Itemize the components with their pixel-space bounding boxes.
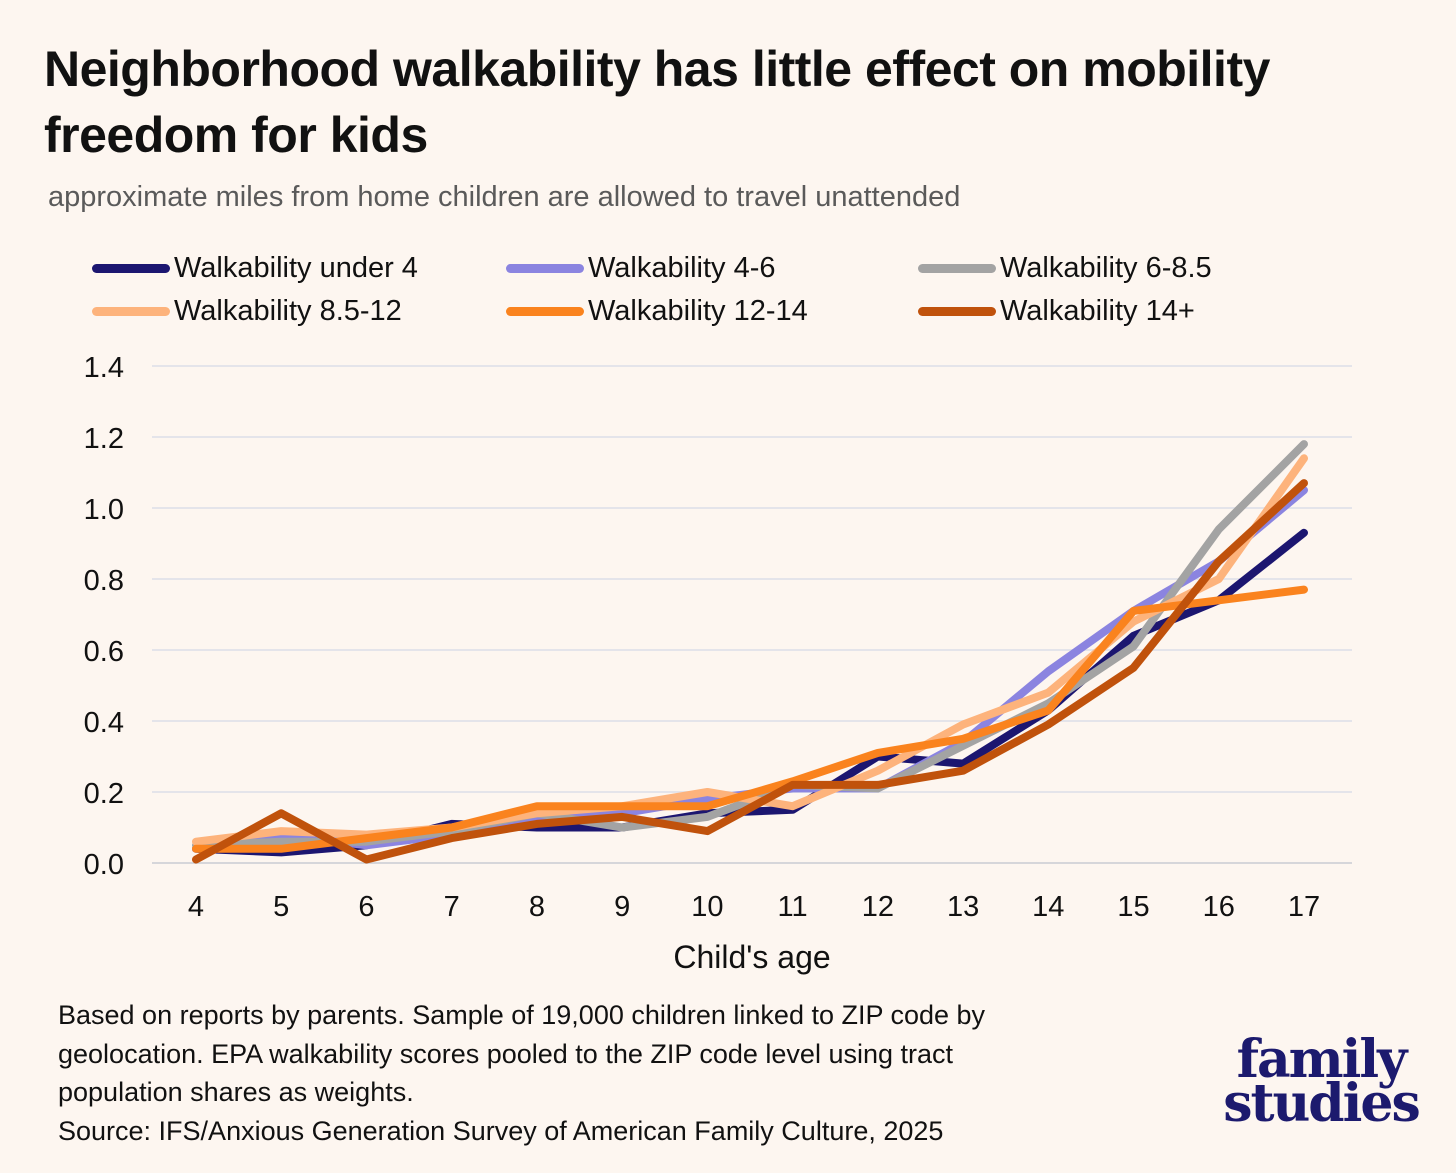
chart-legend: Walkability under 4 Walkability 4-6 Walkab… xyxy=(92,248,1422,338)
x-tick-label: 8 xyxy=(529,891,545,923)
x-tick-label: 15 xyxy=(1117,891,1149,923)
y-tick-label: 1.2 xyxy=(84,423,124,455)
series-line xyxy=(192,479,1308,864)
legend-item: Walkability under 4 xyxy=(92,248,418,288)
legend-item: Walkability 14+ xyxy=(918,291,1195,331)
y-tick-label: 0.6 xyxy=(84,636,124,668)
source-line: Source: IFS/Anxious Generation Survey of… xyxy=(58,1115,944,1146)
x-tick-label: 12 xyxy=(862,891,894,923)
x-tick-label: 10 xyxy=(691,891,723,923)
legend-label: Walkability 8.5-12 xyxy=(174,294,402,327)
legend-swatch xyxy=(92,306,170,316)
chart-footnote: Based on reports by parents. Sample of 1… xyxy=(58,996,1178,1150)
legend-item: Walkability 8.5-12 xyxy=(92,291,402,331)
y-tick-label: 0.8 xyxy=(84,565,124,597)
legend-swatch xyxy=(918,263,996,273)
logo-line: family xyxy=(1236,1029,1408,1090)
x-tick-label: 11 xyxy=(778,891,808,923)
x-tick-label: 13 xyxy=(947,891,979,923)
footnote-line: population shares as weights. xyxy=(58,1077,414,1107)
x-axis-ticks: 4 5 6 7 8 9 10 11 12 13 14 15 16 17 xyxy=(188,891,1320,923)
chart-subtitle: approximate miles from home children are… xyxy=(48,181,961,213)
y-tick-label: 1.4 xyxy=(84,352,124,384)
y-axis-ticks: 0.0 0.2 0.4 0.6 0.8 1.0 1.2 1.4 xyxy=(84,352,124,881)
legend-label: Walkability under 4 xyxy=(174,251,418,284)
legend-swatch xyxy=(506,306,584,316)
x-tick-label: 7 xyxy=(444,891,460,923)
legend-swatch xyxy=(918,306,996,316)
x-tick-label: 17 xyxy=(1288,891,1320,923)
y-gridlines xyxy=(152,365,1352,864)
series-line xyxy=(192,585,1308,853)
x-tick-label: 14 xyxy=(1032,891,1064,923)
x-tick-label: 4 xyxy=(188,891,204,923)
y-tick-label: 1.0 xyxy=(84,494,124,526)
legend-item: Walkability 12-14 xyxy=(506,291,808,331)
x-tick-label: 16 xyxy=(1203,891,1235,923)
x-tick-label: 6 xyxy=(358,891,374,923)
footnote-line: Based on reports by parents. Sample of 1… xyxy=(58,1000,986,1030)
legend-label: Walkability 6-8.5 xyxy=(1000,251,1212,284)
legend-swatch xyxy=(92,263,170,273)
series-line xyxy=(192,440,1308,850)
y-tick-label: 0.0 xyxy=(84,849,124,881)
series-group xyxy=(192,440,1308,864)
legend-label: Walkability 4-6 xyxy=(588,251,776,284)
x-tick-label: 5 xyxy=(273,891,289,923)
x-axis-label: Child's age xyxy=(673,939,830,975)
chart-title: Neighborhood walkability has little effe… xyxy=(44,41,1270,163)
legend-item: Walkability 6-8.5 xyxy=(918,248,1212,288)
y-tick-label: 0.2 xyxy=(84,778,124,810)
logo-line: studies xyxy=(1223,1073,1421,1134)
family-studies-logo: family studies xyxy=(1206,1029,1436,1134)
legend-label: Walkability 14+ xyxy=(1000,294,1195,327)
y-tick-label: 0.4 xyxy=(84,707,124,739)
footnote-line: geolocation. EPA walkability scores pool… xyxy=(58,1038,954,1069)
legend-label: Walkability 12-14 xyxy=(588,294,808,327)
line-chart: 0.0 0.2 0.4 0.6 0.8 1.0 1.2 1.4 4 5 6 7 8 9 10 11 12 13 14… xyxy=(84,352,1352,975)
legend-swatch xyxy=(506,263,584,273)
legend-item: Walkability 4-6 xyxy=(506,248,775,288)
x-tick-label: 9 xyxy=(614,891,630,923)
